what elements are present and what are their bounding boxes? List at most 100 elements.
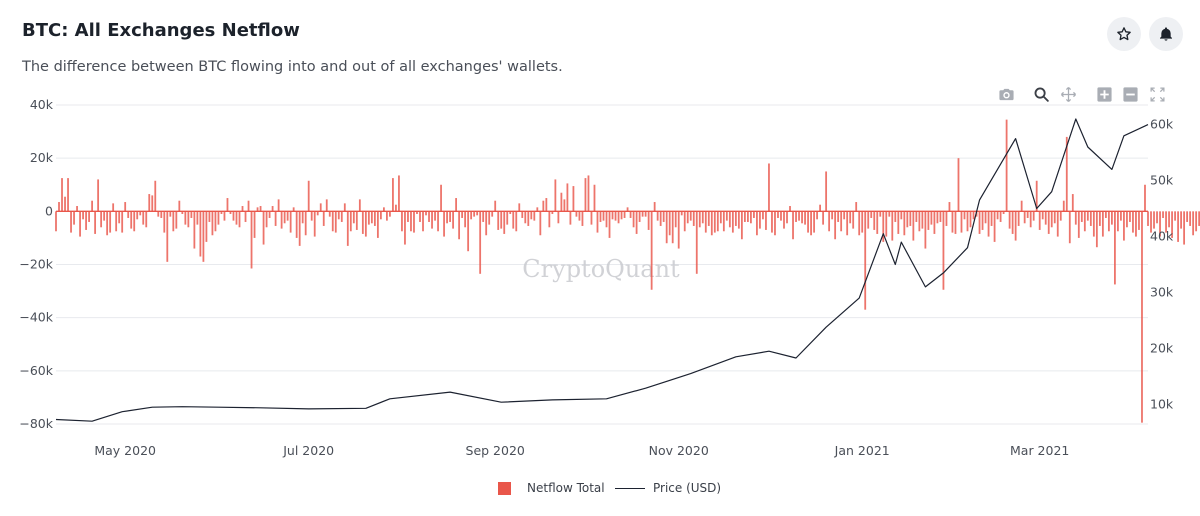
netflow-bar	[605, 211, 608, 228]
netflow-bar	[1192, 211, 1195, 236]
netflow-bar	[1074, 211, 1077, 225]
netflow-bar	[334, 211, 337, 233]
netflow-bar	[58, 202, 60, 212]
netflow-bar	[960, 211, 963, 233]
netflow-bar	[614, 211, 617, 221]
netflow-bar	[373, 211, 376, 226]
netflow-bar	[172, 211, 175, 232]
legend-item-price[interactable]: Price (USD)	[615, 481, 721, 495]
y-axis-left: 40k 20k 0 −20k −40k −60k −80k	[19, 97, 53, 431]
netflow-bar	[1041, 211, 1044, 220]
netflow-bar	[786, 211, 788, 224]
netflow-bar	[1056, 211, 1059, 237]
y-right-tick-label: 60k	[1150, 117, 1174, 132]
legend-item-netflow[interactable]: Netflow Total	[498, 481, 605, 495]
netflow-bar	[554, 179, 557, 212]
netflow-bar	[942, 211, 945, 290]
netflow-bar	[1135, 211, 1137, 237]
netflow-bar	[244, 211, 247, 222]
netflow-bar	[440, 184, 442, 212]
netflow-bar	[292, 207, 295, 212]
alert-button[interactable]	[1149, 17, 1183, 51]
netflow-bar	[265, 211, 268, 228]
netflow-bar	[437, 211, 439, 232]
netflow-bar	[1186, 211, 1189, 222]
favorite-button[interactable]	[1107, 17, 1141, 51]
netflow-bar	[626, 207, 629, 212]
netflow-bar	[166, 211, 169, 262]
netflow-bar	[190, 211, 193, 218]
netflow-bar	[674, 211, 677, 228]
netflow-bar	[1180, 211, 1182, 229]
netflow-bar	[1168, 211, 1170, 228]
netflow-bar	[428, 211, 430, 222]
netflow-bar	[100, 211, 103, 228]
netflow-bar	[608, 211, 611, 238]
netflow-bar	[1062, 200, 1065, 212]
netflow-bar	[572, 186, 575, 212]
netflow-bars	[55, 119, 1200, 423]
netflow-bar	[524, 211, 527, 224]
netflow-bar	[1047, 211, 1050, 234]
netflow-bar	[503, 211, 506, 234]
netflow-bar	[340, 211, 343, 222]
netflow-bar	[683, 211, 686, 232]
netflow-bar	[175, 211, 178, 229]
netflow-bar	[217, 211, 220, 225]
netflow-bar	[1114, 211, 1116, 285]
download-image-button[interactable]	[996, 84, 1016, 104]
netflow-bar	[1059, 211, 1062, 221]
netflow-bar	[220, 211, 223, 214]
netflow-bar	[76, 206, 78, 212]
netflow-bar	[635, 211, 638, 234]
netflow-bar	[410, 211, 412, 232]
y-left-tick-label: 40k	[30, 97, 54, 112]
netflow-bar	[855, 202, 858, 212]
netflow-bar	[500, 211, 503, 229]
netflow-bar	[852, 211, 855, 229]
netflow-bar	[193, 211, 196, 249]
netflow-bar	[91, 200, 93, 212]
netflow-bar	[181, 211, 184, 214]
netflow-bar	[957, 158, 960, 212]
netflow-chart[interactable]: CryptoQuant 40k 20k 0 −20k −40k −60k −80k 60k 5…	[0, 0, 1200, 470]
zoom-button[interactable]	[1031, 84, 1051, 104]
netflow-bar	[933, 211, 936, 234]
legend-label-price: Price (USD)	[653, 481, 722, 495]
netflow-bar	[563, 199, 566, 212]
netflow-bar	[214, 211, 217, 232]
netflow-bar	[268, 211, 271, 218]
netflow-bar	[280, 211, 283, 229]
netflow-bar	[695, 211, 698, 274]
netflow-bar	[716, 211, 719, 232]
zoom-in-button[interactable]	[1094, 84, 1114, 104]
netflow-bar	[584, 178, 587, 212]
netflow-bar	[1002, 211, 1005, 214]
netflow-bar	[509, 211, 512, 214]
netflow-bar	[740, 211, 743, 240]
price-line-group	[55, 118, 1149, 422]
y-left-tick-label: −40k	[19, 310, 53, 325]
zoom-out-button[interactable]	[1120, 84, 1140, 104]
netflow-bar	[187, 211, 190, 228]
netflow-bar	[115, 211, 118, 232]
netflow-bar	[73, 211, 75, 225]
netflow-bar	[804, 211, 806, 225]
netflow-bar	[798, 211, 800, 221]
netflow-bar	[993, 211, 996, 242]
netflow-bar	[801, 211, 803, 224]
netflow-bar	[879, 211, 882, 217]
netflow-bar	[813, 211, 815, 233]
netflow-bar	[256, 207, 259, 212]
pan-button[interactable]	[1058, 84, 1078, 104]
legend: Netflow Total Price (USD)	[0, 481, 1200, 499]
netflow-bar	[106, 211, 109, 236]
netflow-bar	[888, 211, 891, 217]
netflow-bar	[897, 211, 900, 234]
netflow-bar	[876, 211, 879, 234]
netflow-bar	[97, 179, 100, 212]
netflow-bar	[133, 211, 136, 232]
netflow-bar	[990, 211, 993, 226]
autoscale-button[interactable]	[1147, 84, 1167, 104]
netflow-bar	[1071, 194, 1074, 212]
